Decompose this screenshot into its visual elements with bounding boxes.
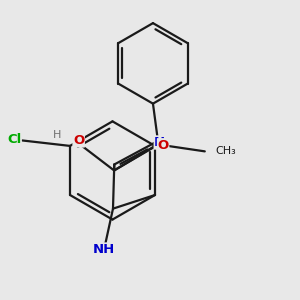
Text: N: N bbox=[154, 136, 165, 149]
Text: NH: NH bbox=[92, 243, 115, 256]
Text: H: H bbox=[53, 130, 62, 140]
Text: CH₃: CH₃ bbox=[215, 146, 236, 156]
Text: Cl: Cl bbox=[7, 133, 21, 146]
Text: O: O bbox=[73, 134, 84, 147]
Text: O: O bbox=[158, 139, 169, 152]
